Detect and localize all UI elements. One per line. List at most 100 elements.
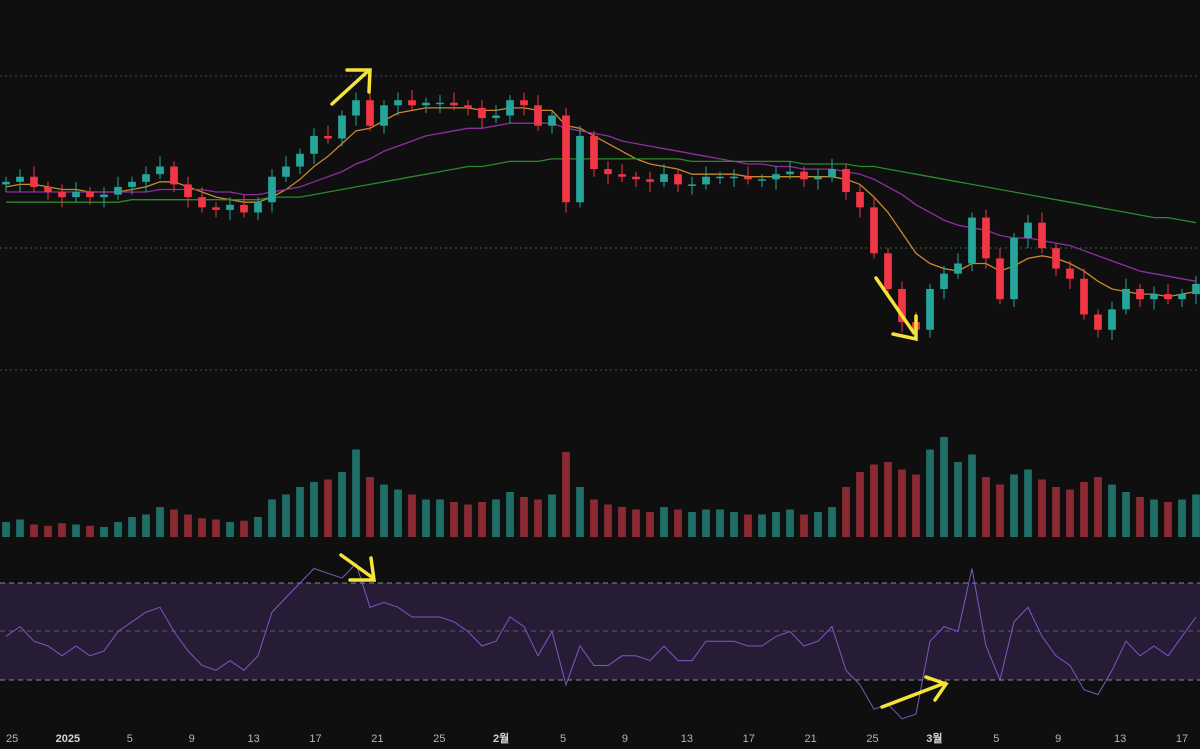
candle bbox=[1080, 268, 1088, 320]
x-tick-label: 2025 bbox=[56, 733, 80, 745]
candle bbox=[394, 92, 402, 116]
volume-bar bbox=[506, 492, 514, 537]
volume-bar bbox=[730, 512, 738, 537]
x-tick-label: 25 bbox=[433, 733, 445, 745]
rsi-arrow-down bbox=[339, 553, 377, 582]
volume-bar bbox=[268, 499, 276, 537]
price-panel[interactable] bbox=[0, 75, 1200, 371]
candlesticks bbox=[2, 90, 1200, 340]
volume-bar bbox=[1024, 469, 1032, 537]
candle bbox=[576, 125, 584, 208]
volume-bar bbox=[436, 499, 444, 537]
candle bbox=[534, 95, 542, 131]
candle bbox=[72, 181, 80, 203]
volume-bar bbox=[562, 452, 570, 537]
candle bbox=[2, 176, 10, 193]
candle bbox=[128, 176, 136, 195]
candle bbox=[842, 163, 850, 200]
rsi-arrow-up bbox=[880, 675, 949, 709]
candle bbox=[1010, 232, 1018, 307]
candle bbox=[1066, 260, 1074, 289]
annotations bbox=[330, 68, 949, 709]
volume-bar bbox=[674, 509, 682, 537]
volume-bar bbox=[464, 504, 472, 537]
candle bbox=[268, 169, 276, 213]
x-tick-label: 25 bbox=[866, 733, 878, 745]
volume-bars bbox=[2, 437, 1200, 537]
volume-bar bbox=[226, 522, 234, 537]
candle bbox=[16, 169, 24, 193]
volume-bar bbox=[156, 507, 164, 537]
candle bbox=[730, 169, 738, 187]
candle bbox=[968, 212, 976, 272]
volume-bar bbox=[814, 512, 822, 537]
volume-bar bbox=[534, 499, 542, 537]
volume-bar bbox=[898, 469, 906, 537]
rsi-panel[interactable] bbox=[0, 562, 1200, 720]
x-tick-label: 3월 bbox=[926, 731, 942, 745]
x-tick-label: 17 bbox=[743, 733, 755, 745]
volume-bar bbox=[100, 527, 108, 537]
volume-bar bbox=[128, 517, 136, 537]
ma_mid-line bbox=[6, 122, 1197, 282]
volume-bar bbox=[1066, 489, 1074, 537]
candle bbox=[702, 166, 710, 190]
volume-bar bbox=[72, 524, 80, 537]
candle bbox=[506, 95, 514, 124]
candle bbox=[240, 194, 248, 218]
candle bbox=[814, 169, 822, 190]
volume-bar bbox=[604, 504, 612, 537]
candle bbox=[1122, 278, 1130, 315]
volume-bar bbox=[170, 509, 178, 537]
volume-bar bbox=[366, 477, 374, 537]
volume-bar bbox=[786, 509, 794, 537]
volume-bar bbox=[772, 512, 780, 537]
candle bbox=[156, 156, 164, 180]
candle bbox=[870, 197, 878, 259]
candle bbox=[1136, 283, 1144, 307]
volume-bar bbox=[254, 517, 262, 537]
candle bbox=[1108, 301, 1116, 340]
candle bbox=[1038, 212, 1046, 254]
candle bbox=[310, 128, 318, 164]
volume-bar bbox=[1122, 492, 1130, 537]
candle bbox=[226, 197, 234, 221]
x-tick-label: 9 bbox=[1055, 733, 1061, 745]
candle bbox=[1024, 215, 1032, 249]
candle bbox=[1178, 288, 1186, 307]
candle bbox=[324, 125, 332, 144]
volume-bar bbox=[828, 507, 836, 537]
volume-bar bbox=[842, 487, 850, 537]
candle bbox=[100, 186, 108, 208]
candle bbox=[478, 100, 486, 129]
candle bbox=[520, 92, 528, 116]
candle bbox=[1094, 309, 1102, 338]
volume-bar bbox=[58, 523, 66, 537]
candle bbox=[212, 202, 220, 218]
volume-bar bbox=[30, 524, 38, 537]
volume-bar bbox=[380, 484, 388, 537]
volume-bar bbox=[954, 462, 962, 537]
volume-bar bbox=[86, 525, 94, 537]
candle bbox=[30, 166, 38, 193]
candle bbox=[142, 166, 150, 193]
volume-bar bbox=[1010, 474, 1018, 537]
x-tick-label: 5 bbox=[127, 733, 133, 745]
candle bbox=[114, 176, 122, 200]
x-tick-label: 13 bbox=[681, 733, 693, 745]
volume-bar bbox=[142, 514, 150, 537]
candle bbox=[282, 156, 290, 182]
volume-bar bbox=[926, 449, 934, 537]
volume-bar bbox=[744, 514, 752, 537]
volume-bar bbox=[352, 449, 360, 537]
candle bbox=[436, 95, 444, 113]
candle bbox=[492, 105, 500, 124]
candle bbox=[1192, 276, 1200, 305]
candle bbox=[590, 130, 598, 177]
candle bbox=[408, 90, 416, 111]
candle bbox=[982, 209, 990, 269]
candle bbox=[674, 169, 682, 193]
volume-bar bbox=[940, 437, 948, 537]
x-tick-label: 9 bbox=[189, 733, 195, 745]
